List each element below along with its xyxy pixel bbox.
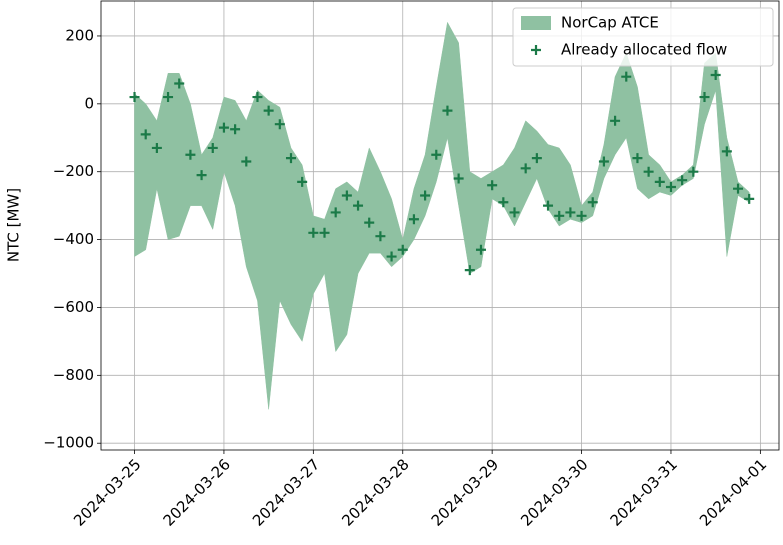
flow-marker xyxy=(498,197,509,208)
flow-marker xyxy=(442,105,453,116)
legend-marker xyxy=(531,45,541,55)
y-tick-label: 0 xyxy=(84,94,94,112)
plot-frame xyxy=(100,0,780,451)
x-tick-label: 2024-03-29 xyxy=(428,455,502,529)
flow-marker xyxy=(163,92,174,103)
flow-marker xyxy=(353,200,364,211)
flow-marker xyxy=(330,207,341,218)
y-tick-label: 200 xyxy=(65,26,94,44)
flow-marker xyxy=(453,173,464,184)
flow-marker xyxy=(699,92,710,103)
flow-marker xyxy=(710,69,721,80)
legend-box xyxy=(512,7,774,67)
flow-marker xyxy=(487,180,498,191)
flow-marker xyxy=(688,166,699,177)
x-tick-label: 2024-03-31 xyxy=(607,455,681,529)
flow-marker xyxy=(733,183,744,194)
flow-marker xyxy=(475,244,486,255)
flow-marker xyxy=(654,176,665,187)
flow-marker xyxy=(621,71,632,82)
x-tick-label: 2024-03-27 xyxy=(249,455,323,529)
legend-label: NorCap ATCE xyxy=(561,14,659,32)
flow-marker xyxy=(129,92,140,103)
flow-marker xyxy=(464,265,475,276)
flow-marker xyxy=(185,149,196,160)
flow-marker xyxy=(587,197,598,208)
flow-marker xyxy=(308,227,319,238)
flow-marker xyxy=(263,105,274,116)
flow-marker xyxy=(364,217,375,228)
y-tick-label: −200 xyxy=(53,162,94,180)
flow-marker xyxy=(252,92,263,103)
flow-marker xyxy=(207,142,218,153)
flow-marker xyxy=(543,200,554,211)
flow-marker xyxy=(431,149,442,160)
flow-marker xyxy=(598,156,609,167)
flow-marker xyxy=(151,142,162,153)
y-tick-label: −400 xyxy=(53,230,94,248)
flow-marker xyxy=(386,251,397,262)
flow-marker xyxy=(174,78,185,89)
y-tick-label: −1000 xyxy=(43,434,94,452)
flow-marker xyxy=(531,153,542,164)
flow-marker xyxy=(610,115,621,126)
flow-marker xyxy=(196,170,207,181)
flow-marker xyxy=(643,166,654,177)
x-tick-label: 2024-04-01 xyxy=(696,455,770,529)
flow-marker xyxy=(230,124,241,135)
flow-marker xyxy=(241,156,252,167)
flow-marker xyxy=(509,207,520,218)
flow-marker xyxy=(420,190,431,201)
x-tick-label: 2024-03-26 xyxy=(160,455,234,529)
flow-marker xyxy=(140,129,151,140)
flow-marker xyxy=(408,214,419,225)
x-tick-label: 2024-03-30 xyxy=(517,455,591,529)
flow-marker xyxy=(677,175,688,186)
legend-swatch xyxy=(521,16,551,30)
flow-marker xyxy=(520,163,531,174)
flow-marker xyxy=(274,119,285,130)
flow-marker xyxy=(319,227,330,238)
flow-marker xyxy=(744,193,755,204)
flow-marker xyxy=(721,146,732,157)
flow-marker xyxy=(375,231,386,242)
y-tick-label: −600 xyxy=(53,298,94,316)
band-area xyxy=(134,21,750,410)
y-tick-label: −800 xyxy=(53,366,94,384)
flow-marker xyxy=(297,176,308,187)
flow-marker xyxy=(397,244,408,255)
flow-marker xyxy=(218,122,229,133)
flow-marker xyxy=(341,190,352,201)
flow-marker xyxy=(632,153,643,164)
y-axis-label: NTC [MW] xyxy=(5,188,23,262)
x-tick-label: 2024-03-25 xyxy=(70,455,144,529)
flow-marker xyxy=(665,181,676,192)
x-tick-label: 2024-03-28 xyxy=(338,455,412,529)
flow-marker xyxy=(565,207,576,218)
legend-label: Already allocated flow xyxy=(561,41,727,59)
flow-marker xyxy=(554,210,565,221)
flow-marker xyxy=(576,210,587,221)
flow-marker xyxy=(285,153,296,164)
